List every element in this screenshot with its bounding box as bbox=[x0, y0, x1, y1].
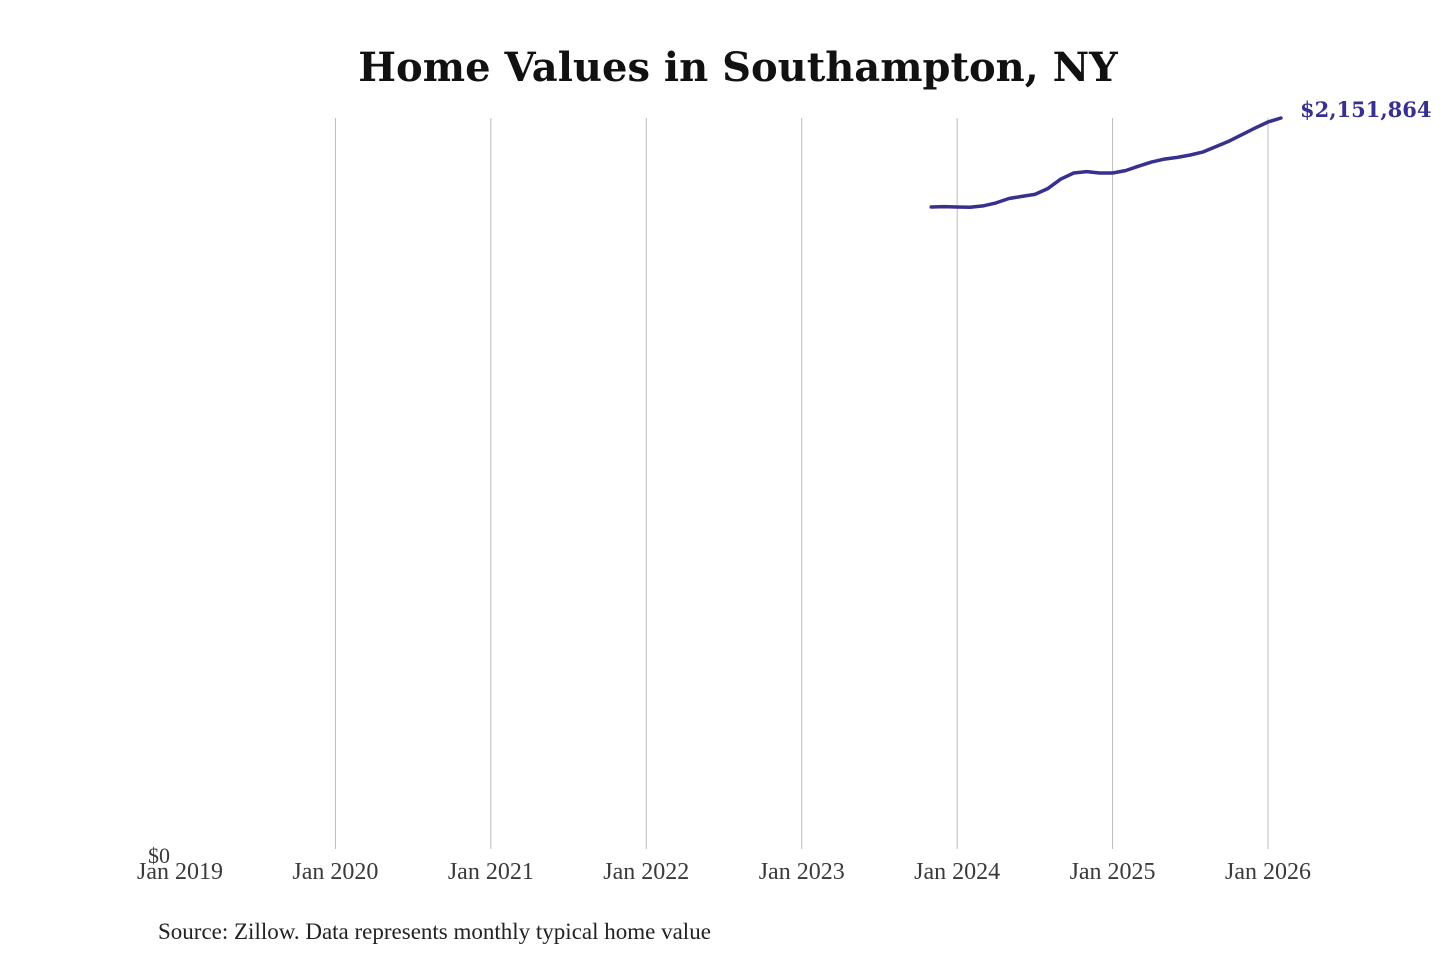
end-value-label: $2,151,864 bbox=[1300, 97, 1432, 122]
x-tick-label: Jan 2020 bbox=[292, 859, 378, 885]
x-axis-ticks: Jan 2019 Jan 2020 Jan 2021 Jan 2022 Jan 2023… bbox=[137, 859, 1311, 885]
x-tick-label: Jan 2025 bbox=[1070, 859, 1156, 885]
x-tick-label: Jan 2019 bbox=[137, 859, 223, 885]
grid-lines bbox=[334, 118, 1269, 849]
chart-title: Home Values in Southampton, NY bbox=[358, 44, 1118, 91]
source-note: Source: Zillow. Data represents monthly … bbox=[158, 919, 711, 944]
x-tick-label: Jan 2023 bbox=[759, 859, 845, 885]
x-tick-label: Jan 2022 bbox=[603, 859, 689, 885]
series-line bbox=[929, 116, 1283, 210]
x-tick-label: Jan 2024 bbox=[914, 859, 1000, 885]
series-layer bbox=[929, 116, 1283, 210]
y-tick-label-zero: $0 bbox=[148, 843, 170, 868]
x-tick-label: Jan 2026 bbox=[1225, 859, 1311, 885]
x-tick-label: Jan 2021 bbox=[448, 859, 534, 885]
